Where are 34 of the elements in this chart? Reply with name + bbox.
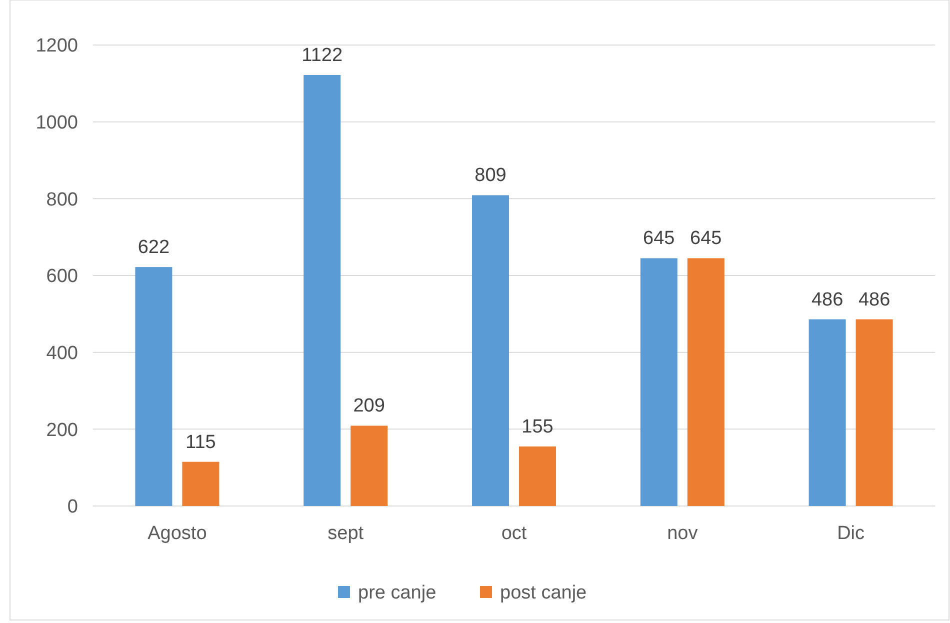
bar bbox=[472, 195, 509, 506]
x-tick-label: sept bbox=[328, 523, 364, 544]
bar bbox=[182, 462, 220, 506]
bar bbox=[687, 258, 724, 506]
x-tick-label: oct bbox=[501, 523, 528, 544]
y-tick-label: 400 bbox=[46, 342, 78, 364]
y-tick-label: 1200 bbox=[36, 36, 78, 57]
data-label: 645 bbox=[690, 228, 722, 250]
data-label: 645 bbox=[643, 228, 675, 250]
x-tick-label: nov bbox=[667, 523, 698, 544]
data-label: 1122 bbox=[302, 44, 343, 66]
y-tick-label: 1000 bbox=[36, 112, 78, 134]
data-label: 115 bbox=[186, 432, 216, 453]
data-label: 486 bbox=[811, 289, 844, 310]
y-tick-label: 0 bbox=[67, 496, 78, 518]
y-tick-label: 200 bbox=[46, 420, 78, 441]
x-tick-label: Agosto bbox=[148, 523, 207, 544]
bar bbox=[304, 74, 341, 506]
x-tick-label: Dic bbox=[837, 523, 865, 544]
data-label: 486 bbox=[858, 289, 890, 310]
y-tick-label: 800 bbox=[46, 189, 78, 210]
bar bbox=[640, 258, 678, 506]
bar bbox=[350, 426, 388, 506]
legend-label: post canje bbox=[500, 582, 587, 604]
bar bbox=[519, 446, 556, 506]
bar bbox=[808, 319, 846, 506]
data-label: 155 bbox=[522, 416, 554, 438]
legend-label: pre canje bbox=[358, 582, 436, 604]
bar bbox=[856, 319, 893, 506]
data-label: 209 bbox=[353, 396, 385, 417]
bar bbox=[135, 267, 172, 506]
data-label: 622 bbox=[138, 237, 170, 258]
y-tick-label: 600 bbox=[46, 266, 78, 288]
data-label: 809 bbox=[474, 165, 506, 186]
